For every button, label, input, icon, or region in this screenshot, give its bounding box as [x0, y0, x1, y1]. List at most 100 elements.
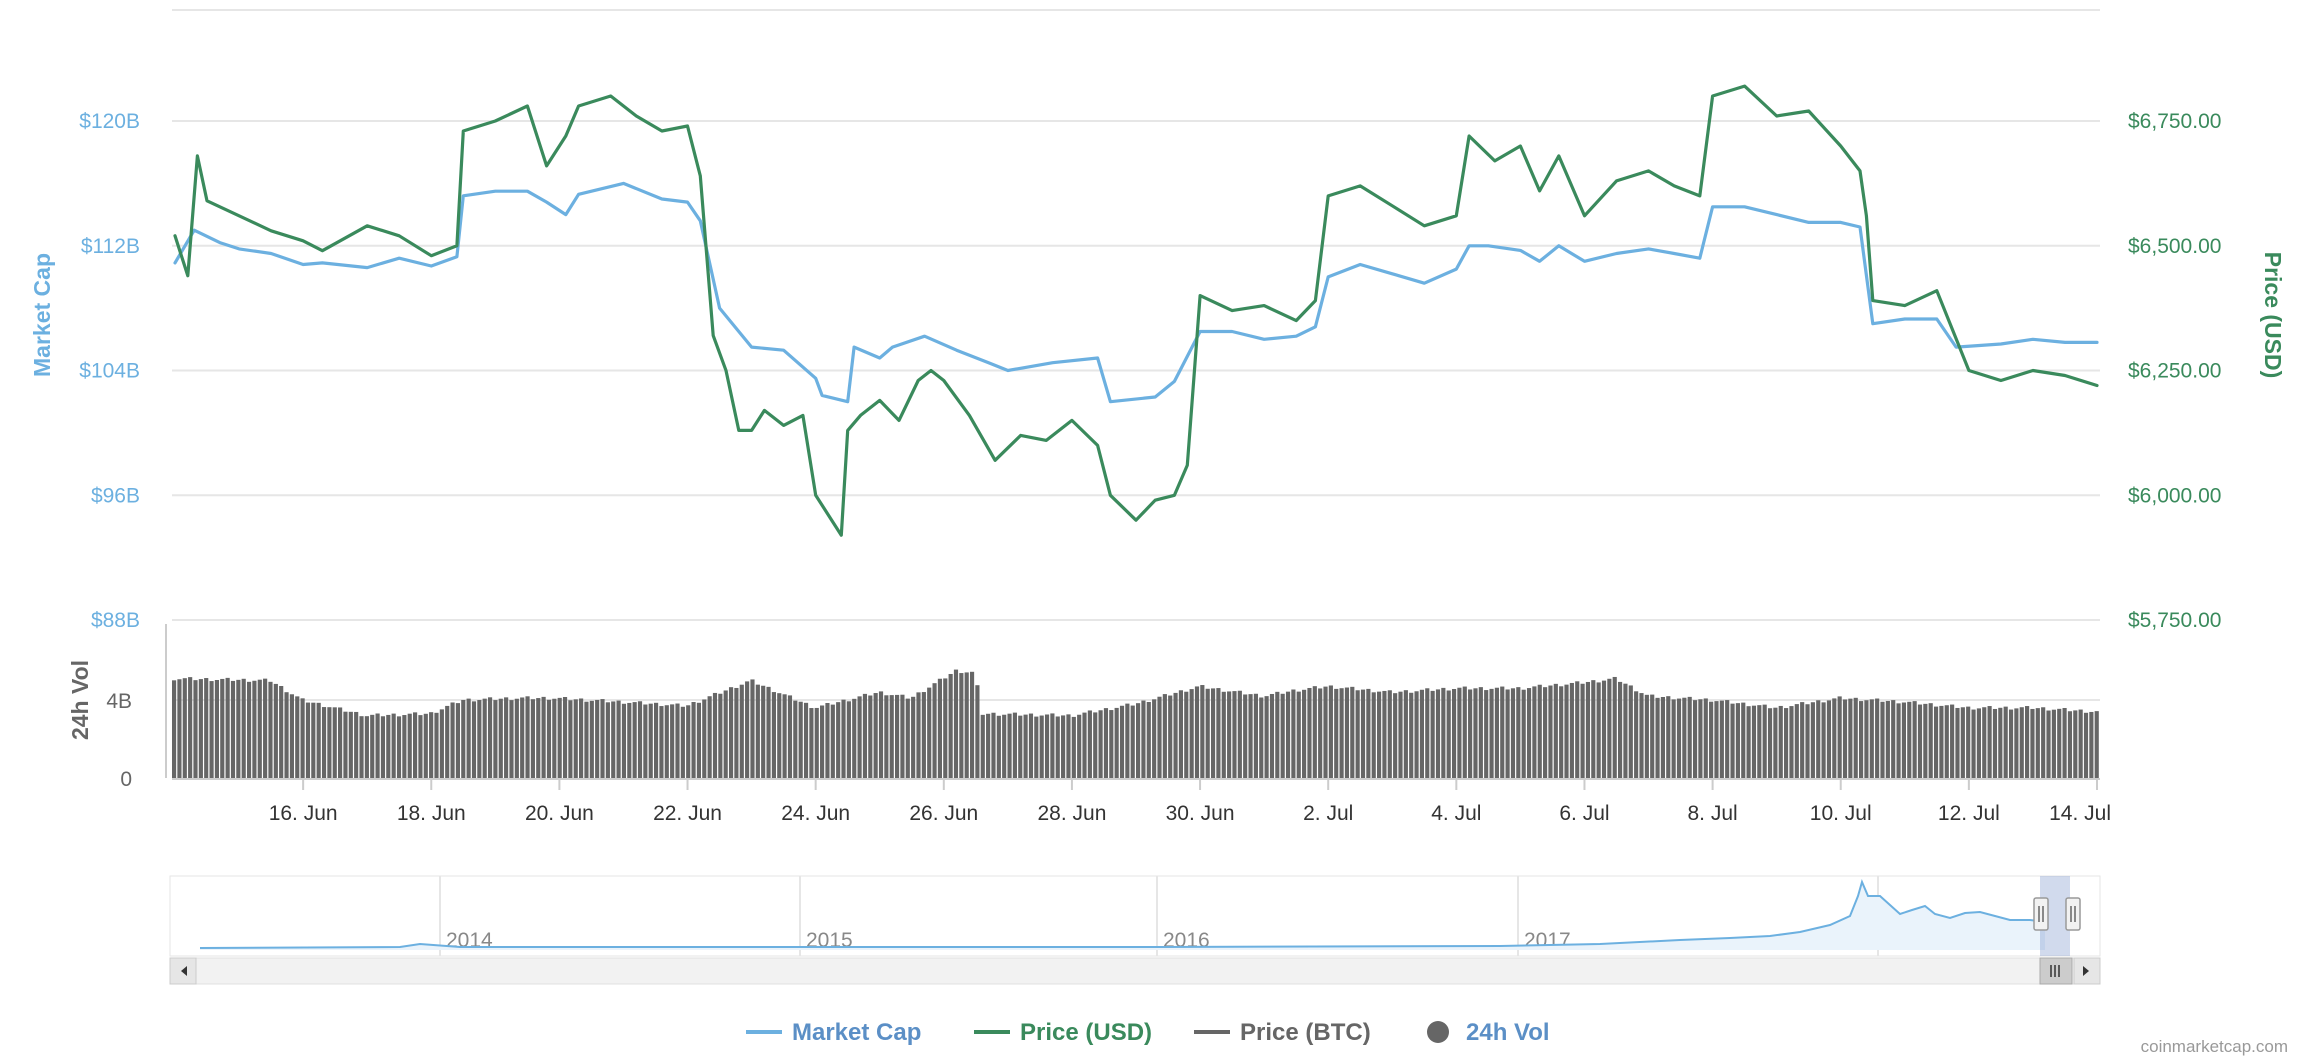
volume-bar: [1044, 714, 1050, 778]
volume-bar: [1671, 699, 1676, 778]
volume-bar: [1778, 705, 1783, 778]
volume-bar: [471, 701, 477, 778]
y-left-tick-label: $104B: [79, 360, 140, 383]
volume-bar: [348, 711, 353, 778]
volume-bar: [482, 698, 487, 778]
volume-bar: [648, 703, 653, 778]
volume-bar: [2003, 706, 2008, 778]
volume-bar: [675, 703, 680, 778]
volume-bar: [423, 713, 428, 778]
volume-bar: [1269, 693, 1275, 778]
volume-bar: [686, 705, 691, 778]
volume-bar: [728, 687, 734, 778]
navigator[interactable]: 20142015201620172018: [169, 875, 2101, 985]
volume-bars: [172, 669, 2099, 778]
volume-bar: [1012, 712, 1017, 778]
volume-bar: [1366, 688, 1371, 778]
volume-bar: [1655, 697, 1660, 778]
volume-bar: [1709, 701, 1714, 778]
volume-bar: [595, 699, 600, 778]
volume-bar: [1500, 686, 1505, 778]
volume-bar: [1114, 707, 1119, 778]
volume-bar: [177, 679, 182, 778]
volume-bar: [1939, 705, 1944, 778]
volume-bar: [836, 702, 841, 778]
legend-item-market-cap[interactable]: Market Cap: [746, 1019, 921, 1046]
volume-bar: [1243, 694, 1248, 778]
volume-bar: [1093, 712, 1098, 778]
volume-bar: [327, 707, 332, 778]
volume-bar: [750, 679, 755, 778]
volume-bar: [402, 715, 407, 778]
volume-bar: [1714, 701, 1719, 778]
volume-tick-label: 4B: [106, 690, 132, 713]
volume-bar: [230, 680, 236, 778]
volume-bar: [504, 697, 509, 778]
volume-bar: [241, 678, 246, 778]
volume-bar: [745, 681, 750, 778]
legend-label: Price (BTC): [1240, 1019, 1371, 1046]
volume-bar: [643, 704, 648, 778]
volume-bar: [959, 673, 964, 778]
volume-bar: [568, 700, 573, 778]
y-left-tick-label: $120B: [79, 110, 140, 133]
volume-bar: [1896, 703, 1901, 778]
volume-bar: [1789, 706, 1794, 778]
volume-bar: [1371, 692, 1376, 778]
legend[interactable]: Market Cap Price (USD) Price (BTC) 24h Vol: [746, 1019, 1550, 1046]
volume-bar: [980, 714, 985, 778]
volume-bar: [263, 678, 268, 778]
credit-text[interactable]: coinmarketcap.com: [2141, 1037, 2288, 1056]
volume-bar: [530, 699, 535, 778]
volume-bar: [1446, 690, 1451, 778]
volume-bar: [1907, 701, 1912, 778]
volume-bar: [541, 696, 546, 778]
volume-bar: [354, 711, 359, 778]
volume-bar: [386, 714, 391, 778]
volume-bar: [1409, 692, 1414, 778]
volume-bar: [1725, 700, 1730, 778]
axes: $88B $96B $104B $112B $120B $5,750.00 $6,000.0…: [29, 110, 2286, 791]
volume-bar: [1023, 714, 1028, 778]
volume-bar: [343, 711, 348, 778]
volume-bar: [1451, 688, 1457, 778]
volume-bar: [246, 681, 252, 778]
legend-item-price-usd[interactable]: Price (USD): [974, 1019, 1152, 1046]
navigator-scrollbar-track[interactable]: [169, 957, 2101, 985]
volume-bar: [1109, 710, 1114, 778]
volume-bar: [798, 701, 803, 778]
volume-bar: [637, 701, 643, 778]
legend-label: Price (USD): [1020, 1019, 1152, 1046]
volume-bar: [873, 693, 878, 778]
volume-bar: [1419, 689, 1424, 778]
volume-bar: [1735, 703, 1740, 778]
volume-bar: [739, 684, 744, 778]
volume-bar: [1302, 689, 1307, 778]
legend-item-24h-vol[interactable]: 24h Vol: [1427, 1019, 1550, 1046]
volume-bar: [1569, 682, 1574, 778]
volume-bar: [552, 698, 557, 778]
volume-bar: [1901, 702, 1906, 778]
legend-item-price-btc[interactable]: Price (BTC): [1194, 1019, 1371, 1046]
x-axis-ticks: 16. Jun 18. Jun 20. Jun 22. Jun 24. Jun 26. J…: [269, 779, 2111, 825]
scrollbar-thumb[interactable]: [2039, 957, 2073, 985]
volume-bar: [1039, 715, 1044, 778]
volume-bar: [182, 678, 187, 778]
y-right-tick-label: $6,250.00: [2128, 360, 2221, 383]
volume-bar: [439, 709, 444, 778]
volume-bar: [1194, 686, 1200, 778]
volume-bar: [1291, 689, 1296, 778]
volume-bar: [991, 712, 996, 778]
volume-bar: [680, 706, 685, 778]
volume-bar: [1248, 694, 1253, 778]
volume-bar: [948, 673, 953, 778]
volume-bar: [172, 680, 177, 778]
volume-bar: [659, 706, 664, 778]
volume-bar: [771, 692, 776, 778]
volume-bar: [1152, 699, 1157, 778]
navigator-handle-right[interactable]: [2065, 897, 2081, 931]
volume-bar: [1473, 688, 1478, 778]
x-tick-label: 30. Jun: [1166, 802, 1235, 825]
navigator-handle-left[interactable]: [2033, 897, 2049, 931]
volume-bar: [1773, 707, 1778, 778]
